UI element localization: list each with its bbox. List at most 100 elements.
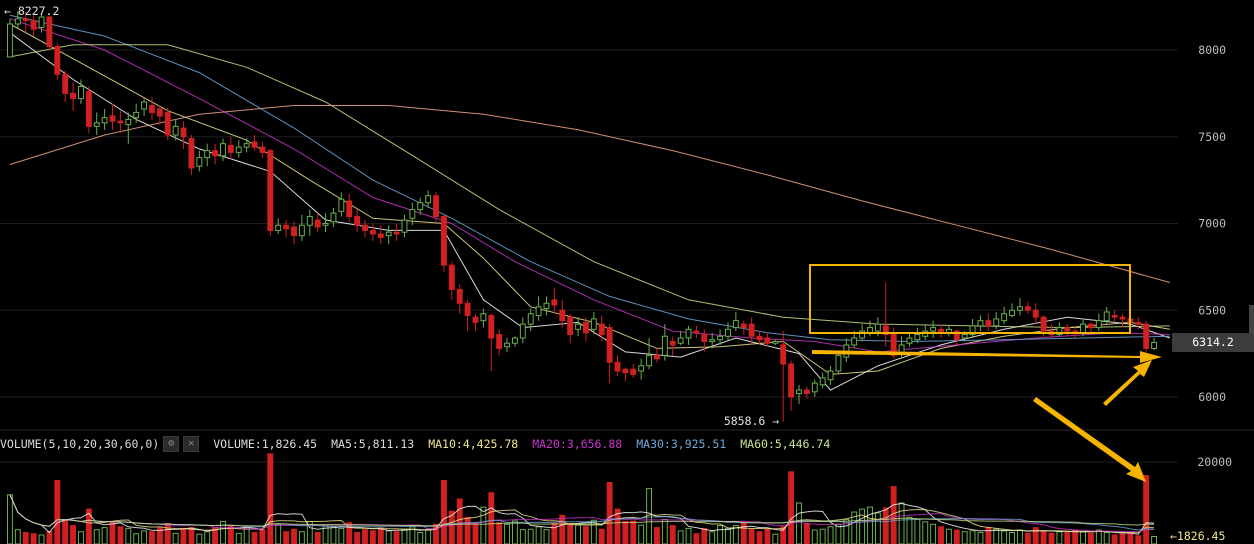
volume-bar [961, 531, 968, 544]
volume-bar [149, 531, 155, 544]
price-tick-label: 8000 [1198, 43, 1226, 57]
volume-bar [1087, 532, 1094, 544]
volume-bar [938, 526, 944, 544]
candle-body [298, 224, 305, 237]
volume-bar [456, 498, 463, 544]
volume-bar [362, 529, 368, 544]
candle-body [993, 318, 1000, 327]
candle-body [54, 46, 61, 75]
candle-body [362, 224, 368, 231]
volume-bar [567, 523, 574, 544]
candle-body [93, 122, 100, 127]
ma-line-ma-long [9, 105, 1170, 283]
candle-body [1016, 306, 1023, 311]
candle-body [283, 224, 290, 230]
candle-body [906, 337, 913, 344]
candle-body [527, 313, 534, 325]
highlight-box [809, 264, 1131, 334]
candle-body [1095, 320, 1102, 329]
candle-body [212, 150, 219, 157]
volume-bar [354, 532, 361, 544]
candle-body [156, 108, 163, 117]
candle-body [969, 325, 976, 336]
candle-body [117, 120, 124, 124]
volume-bar [661, 518, 668, 544]
volume-bar [1119, 533, 1126, 544]
candle-body [772, 340, 779, 344]
volume-bar [30, 533, 37, 544]
volume-bar [709, 531, 716, 544]
volume-bar [551, 523, 558, 544]
ma-line-ma60 [9, 44, 1170, 329]
volume-bar [914, 518, 921, 544]
volume-bar [1127, 532, 1134, 544]
volume-bar [433, 523, 439, 544]
volume-bar [930, 523, 937, 544]
candle-body [725, 328, 731, 337]
candle-body [322, 223, 329, 226]
candle-body [385, 231, 392, 237]
candle-body [393, 231, 400, 235]
candle-body [511, 337, 518, 344]
candle-body [914, 334, 921, 341]
volume-bar [859, 508, 866, 544]
candle-body [125, 118, 132, 126]
candle-body [46, 16, 53, 48]
close-icon[interactable]: ✕ [183, 436, 200, 452]
volume-bar [1001, 530, 1008, 544]
last-price-tag: 6314.2 [1172, 333, 1254, 352]
volume-bar [898, 502, 905, 544]
candle-body [1103, 311, 1110, 322]
gear-icon[interactable]: ⚙ [163, 436, 180, 452]
candle-body [306, 216, 313, 226]
ma-line-ma5 [9, 32, 1170, 391]
candle-body [133, 111, 140, 119]
candle-body [377, 233, 384, 238]
price-tick-label: 6500 [1198, 303, 1226, 317]
volume-bar [291, 528, 297, 544]
volume-bar [953, 529, 960, 544]
candle-body [661, 335, 668, 356]
volume-bar [788, 471, 795, 544]
volume-bar [993, 528, 1000, 544]
ma-line-ma30 [9, 14, 1170, 343]
volume-bar [425, 528, 432, 544]
candle-body [1024, 306, 1031, 311]
volume-bar [748, 528, 755, 544]
volume-bar [38, 534, 45, 544]
candle-body [417, 202, 424, 211]
volume-bar [480, 506, 487, 544]
volume-bar [235, 532, 242, 544]
candle-body [164, 111, 171, 136]
candle-body [1087, 323, 1094, 329]
volume-bar [882, 507, 889, 544]
candle-body [575, 323, 582, 330]
candle-body [220, 143, 226, 157]
volume-ma60: MA60:5,446.74 [740, 437, 831, 451]
volume-bar [496, 522, 503, 544]
volume-bar [141, 530, 148, 544]
volume-bar [109, 520, 116, 544]
price-tick-label: 6000 [1198, 390, 1226, 404]
candle-body [204, 150, 211, 159]
candle-body [62, 73, 69, 94]
volume-bar [125, 527, 132, 544]
volume-bar [464, 516, 471, 544]
volume-tick-label: 20000 [1197, 455, 1232, 469]
candle-body [701, 334, 708, 342]
volume-bar [701, 527, 708, 544]
volume-bar [803, 523, 810, 544]
volume-bar [448, 510, 455, 544]
volume-bar [1056, 531, 1063, 544]
volume-bar [945, 528, 952, 544]
candle-body [1009, 309, 1015, 316]
volume-bar [764, 529, 771, 544]
volume-bar [54, 479, 61, 544]
candle-body [567, 316, 574, 336]
candle-body [646, 354, 653, 367]
volume-bar [1040, 530, 1047, 544]
arrow-down [1033, 397, 1146, 482]
volume-bar [70, 525, 77, 544]
volume-bar [780, 526, 787, 544]
